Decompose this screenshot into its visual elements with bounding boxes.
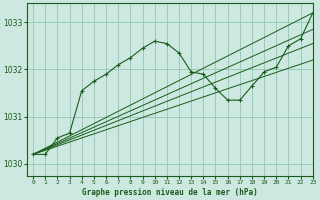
X-axis label: Graphe pression niveau de la mer (hPa): Graphe pression niveau de la mer (hPa) — [82, 188, 258, 197]
